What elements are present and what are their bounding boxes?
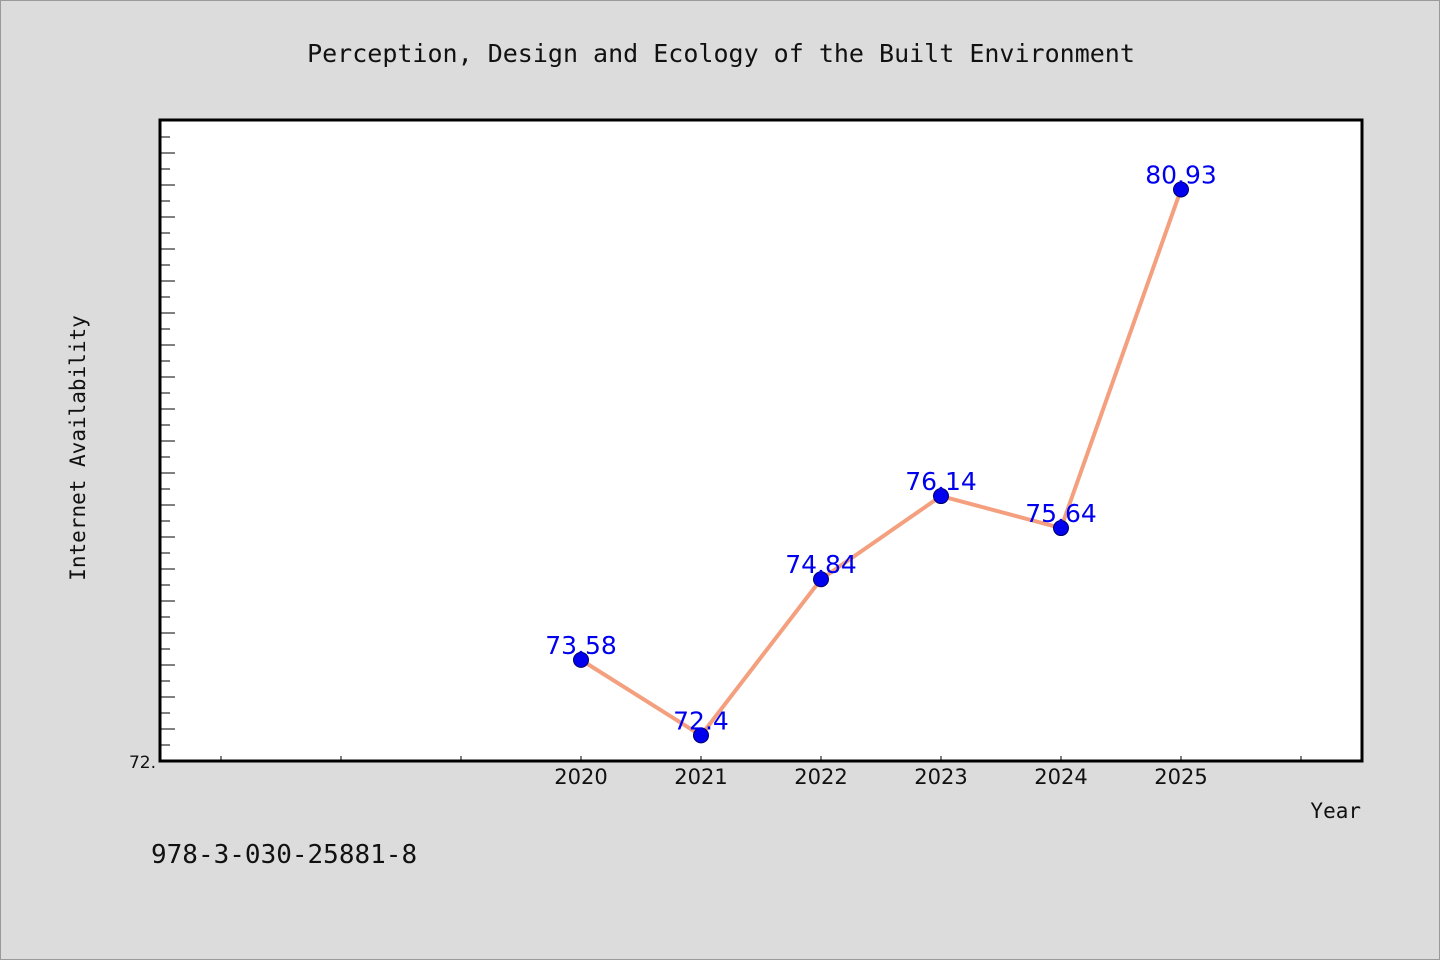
data-point bbox=[933, 488, 949, 505]
x-axis-ticks bbox=[220, 756, 1302, 761]
y-tick-label: 72. bbox=[129, 753, 156, 773]
x-tick-label: 2025 bbox=[1154, 765, 1207, 789]
data-label: 72.4 bbox=[673, 706, 729, 735]
data-point bbox=[813, 571, 829, 588]
x-axis-label: Year bbox=[1310, 799, 1361, 823]
x-tick-label: 2023 bbox=[914, 765, 967, 789]
data-point bbox=[573, 651, 589, 668]
x-axis-tick-labels: 2020 2021 2022 2023 2024 2025 bbox=[554, 765, 1207, 789]
x-tick-label: 2022 bbox=[794, 765, 847, 789]
y-axis-label: Internet Availability bbox=[66, 315, 90, 581]
data-label: 76.14 bbox=[905, 467, 977, 496]
data-point bbox=[1053, 520, 1069, 537]
isbn-annotation: 978-3-030-25881-8 bbox=[151, 840, 417, 870]
chart-title: Perception, Design and Ecology of the Bu… bbox=[307, 39, 1135, 68]
data-point bbox=[693, 727, 709, 744]
data-label: 80.93 bbox=[1145, 160, 1217, 189]
data-label: 75.64 bbox=[1025, 499, 1097, 528]
x-tick-label: 2020 bbox=[554, 765, 607, 789]
data-label: 73.58 bbox=[545, 631, 617, 660]
data-point bbox=[1173, 181, 1189, 198]
y-axis-ticks bbox=[161, 136, 175, 762]
plot-area bbox=[158, 118, 1364, 763]
x-tick-label: 2021 bbox=[674, 765, 727, 789]
data-label: 74.84 bbox=[785, 550, 857, 579]
series-line bbox=[579, 187, 1183, 738]
x-tick-label: 2024 bbox=[1034, 765, 1087, 789]
series-1: 73.58 72.4 74.84 76.14 75.64 80.93 bbox=[545, 160, 1217, 744]
